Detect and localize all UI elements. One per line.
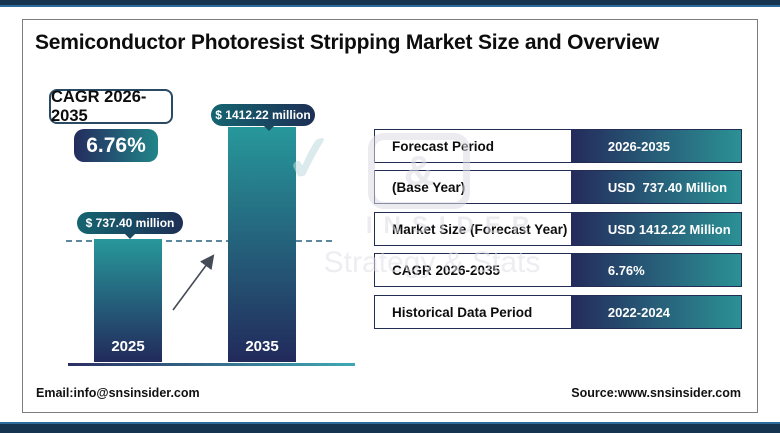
row-label: Forecast Period [375, 130, 571, 162]
dashed-reference-line [66, 240, 332, 242]
table-row: CAGR 2026-2035 6.76% [374, 253, 742, 287]
row-value: 2026-2035 [570, 130, 741, 162]
bar-label-2025: 2025 [111, 338, 145, 355]
row-label: (Base Year) [375, 171, 571, 203]
cagr-value-badge: 6.76% [74, 129, 158, 162]
row-label: Market Size (Forecast Year) [375, 213, 571, 245]
row-value: 6.76% [570, 254, 741, 286]
table-row: Forecast Period 2026-2035 [374, 129, 742, 163]
footer-source: Source:www.snsinsider.com [571, 386, 741, 400]
callout-pointer-icon [263, 125, 275, 131]
growth-arrow-icon [172, 254, 215, 311]
row-value: USD 1412.22 Million [570, 213, 741, 245]
value-callout-2035: $ 1412.22 million [211, 104, 315, 126]
top-band [0, 0, 780, 7]
footer-email: Email:info@snsinsider.com [36, 386, 200, 400]
bar-label-2035: 2035 [245, 338, 279, 355]
bottom-band [0, 422, 780, 433]
value-callout-2025: $ 737.40 million [77, 212, 183, 234]
row-value: USD 737.40 Million [570, 171, 741, 203]
callout-pointer-icon [124, 233, 136, 239]
row-value: 2022-2024 [570, 296, 741, 328]
page-title: Semiconductor Photoresist Stripping Mark… [35, 31, 659, 54]
row-label: Historical Data Period [375, 296, 571, 328]
table-row: Historical Data Period 2022-2024 [374, 295, 742, 329]
table-row: Market Size (Forecast Year) USD 1412.22 … [374, 212, 742, 246]
table-row: (Base Year) USD 737.40 Million [374, 170, 742, 204]
cagr-period-box: CAGR 2026-2035 [49, 88, 173, 125]
bar-2025: 2025 [94, 239, 162, 362]
bar-2035: 2035 [228, 127, 296, 362]
content-box: Semiconductor Photoresist Stripping Mark… [22, 19, 758, 413]
row-label: CAGR 2026-2035 [375, 254, 571, 286]
axis-baseline [68, 363, 355, 366]
